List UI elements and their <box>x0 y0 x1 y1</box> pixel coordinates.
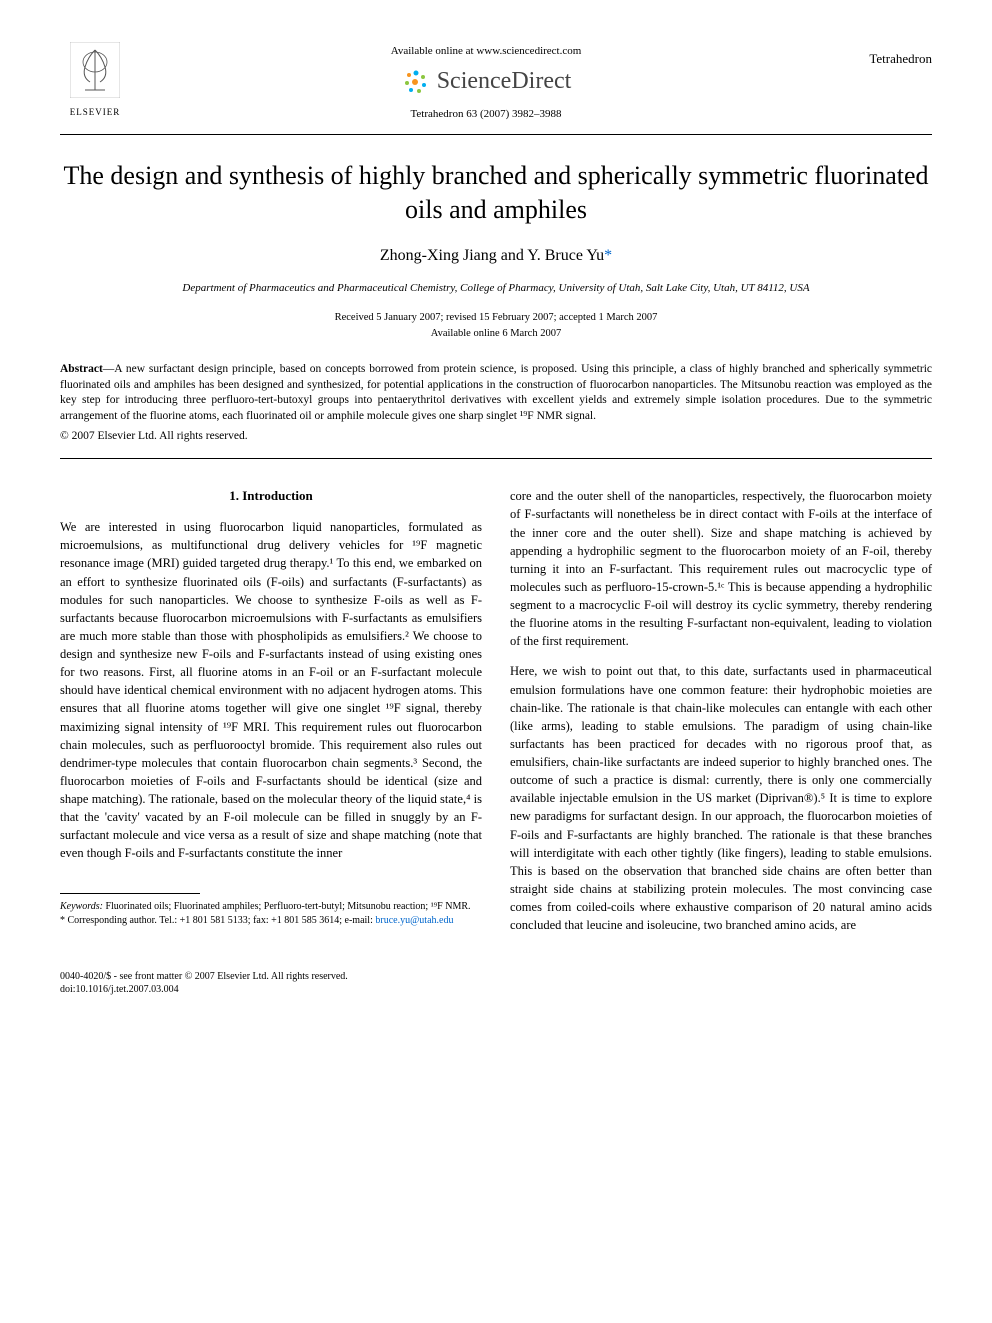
intro-paragraph-1: We are interested in using fluorocarbon … <box>60 518 482 862</box>
footer-left: 0040-4020/$ - see front matter © 2007 El… <box>60 970 348 996</box>
abstract-body: —A new surfactant design principle, base… <box>60 363 932 422</box>
corresponding-text: * Corresponding author. Tel.: +1 801 581… <box>60 915 375 926</box>
right-column: core and the outer shell of the nanopart… <box>510 487 932 946</box>
abstract: Abstract—A new surfactant design princip… <box>60 362 932 424</box>
corresponding-footnote: * Corresponding author. Tel.: +1 801 581… <box>60 914 482 928</box>
abstract-label: Abstract <box>60 363 103 375</box>
header-row: ELSEVIER Available online at www.science… <box>60 40 932 122</box>
article-title: The design and synthesis of highly branc… <box>60 159 932 227</box>
intro-paragraph-1-cont: core and the outer shell of the nanopart… <box>510 487 932 650</box>
keywords-label: Keywords: <box>60 901 103 912</box>
left-column: 1. Introduction We are interested in usi… <box>60 487 482 946</box>
copyright-line: © 2007 Elsevier Ltd. All rights reserved… <box>60 428 932 444</box>
citation-line: Tetrahedron 63 (2007) 3982–3988 <box>130 107 842 122</box>
header-center: Available online at www.sciencedirect.co… <box>130 40 842 122</box>
elsevier-label: ELSEVIER <box>70 106 121 119</box>
keywords-text: Fluorinated oils; Fluorinated amphiles; … <box>103 901 471 912</box>
corresponding-star-icon: * <box>604 247 612 264</box>
sciencedirect-text: ScienceDirect <box>437 65 572 99</box>
authors-text: Zhong-Xing Jiang and Y. Bruce Yu <box>380 247 604 264</box>
body-columns: 1. Introduction We are interested in usi… <box>60 487 932 946</box>
journal-name: Tetrahedron <box>842 40 932 68</box>
abstract-rule <box>60 458 932 459</box>
front-matter-line: 0040-4020/$ - see front matter © 2007 El… <box>60 970 348 983</box>
page-footer: 0040-4020/$ - see front matter © 2007 El… <box>60 970 932 996</box>
keywords-footnote: Keywords: Fluorinated oils; Fluorinated … <box>60 900 482 914</box>
doi-line: doi:10.1016/j.tet.2007.03.004 <box>60 983 348 996</box>
available-online-date: Available online 6 March 2007 <box>60 327 932 342</box>
header-rule <box>60 134 932 135</box>
intro-paragraph-2: Here, we wish to point out that, to this… <box>510 662 932 934</box>
affiliation: Department of Pharmaceutics and Pharmace… <box>60 281 932 296</box>
received-dates: Received 5 January 2007; revised 15 Febr… <box>60 311 932 326</box>
section-1-heading: 1. Introduction <box>60 487 482 506</box>
elsevier-logo: ELSEVIER <box>60 40 130 120</box>
footnote-rule <box>60 893 200 894</box>
authors: Zhong-Xing Jiang and Y. Bruce Yu* <box>60 245 932 267</box>
sciencedirect-dots-icon <box>401 67 431 97</box>
footnotes: Keywords: Fluorinated oils; Fluorinated … <box>60 900 482 928</box>
available-online-text: Available online at www.sciencedirect.co… <box>130 44 842 59</box>
corresponding-email-link[interactable]: bruce.yu@utah.edu <box>375 915 453 926</box>
elsevier-tree-icon <box>70 42 120 104</box>
sciencedirect-logo: ScienceDirect <box>130 65 842 99</box>
